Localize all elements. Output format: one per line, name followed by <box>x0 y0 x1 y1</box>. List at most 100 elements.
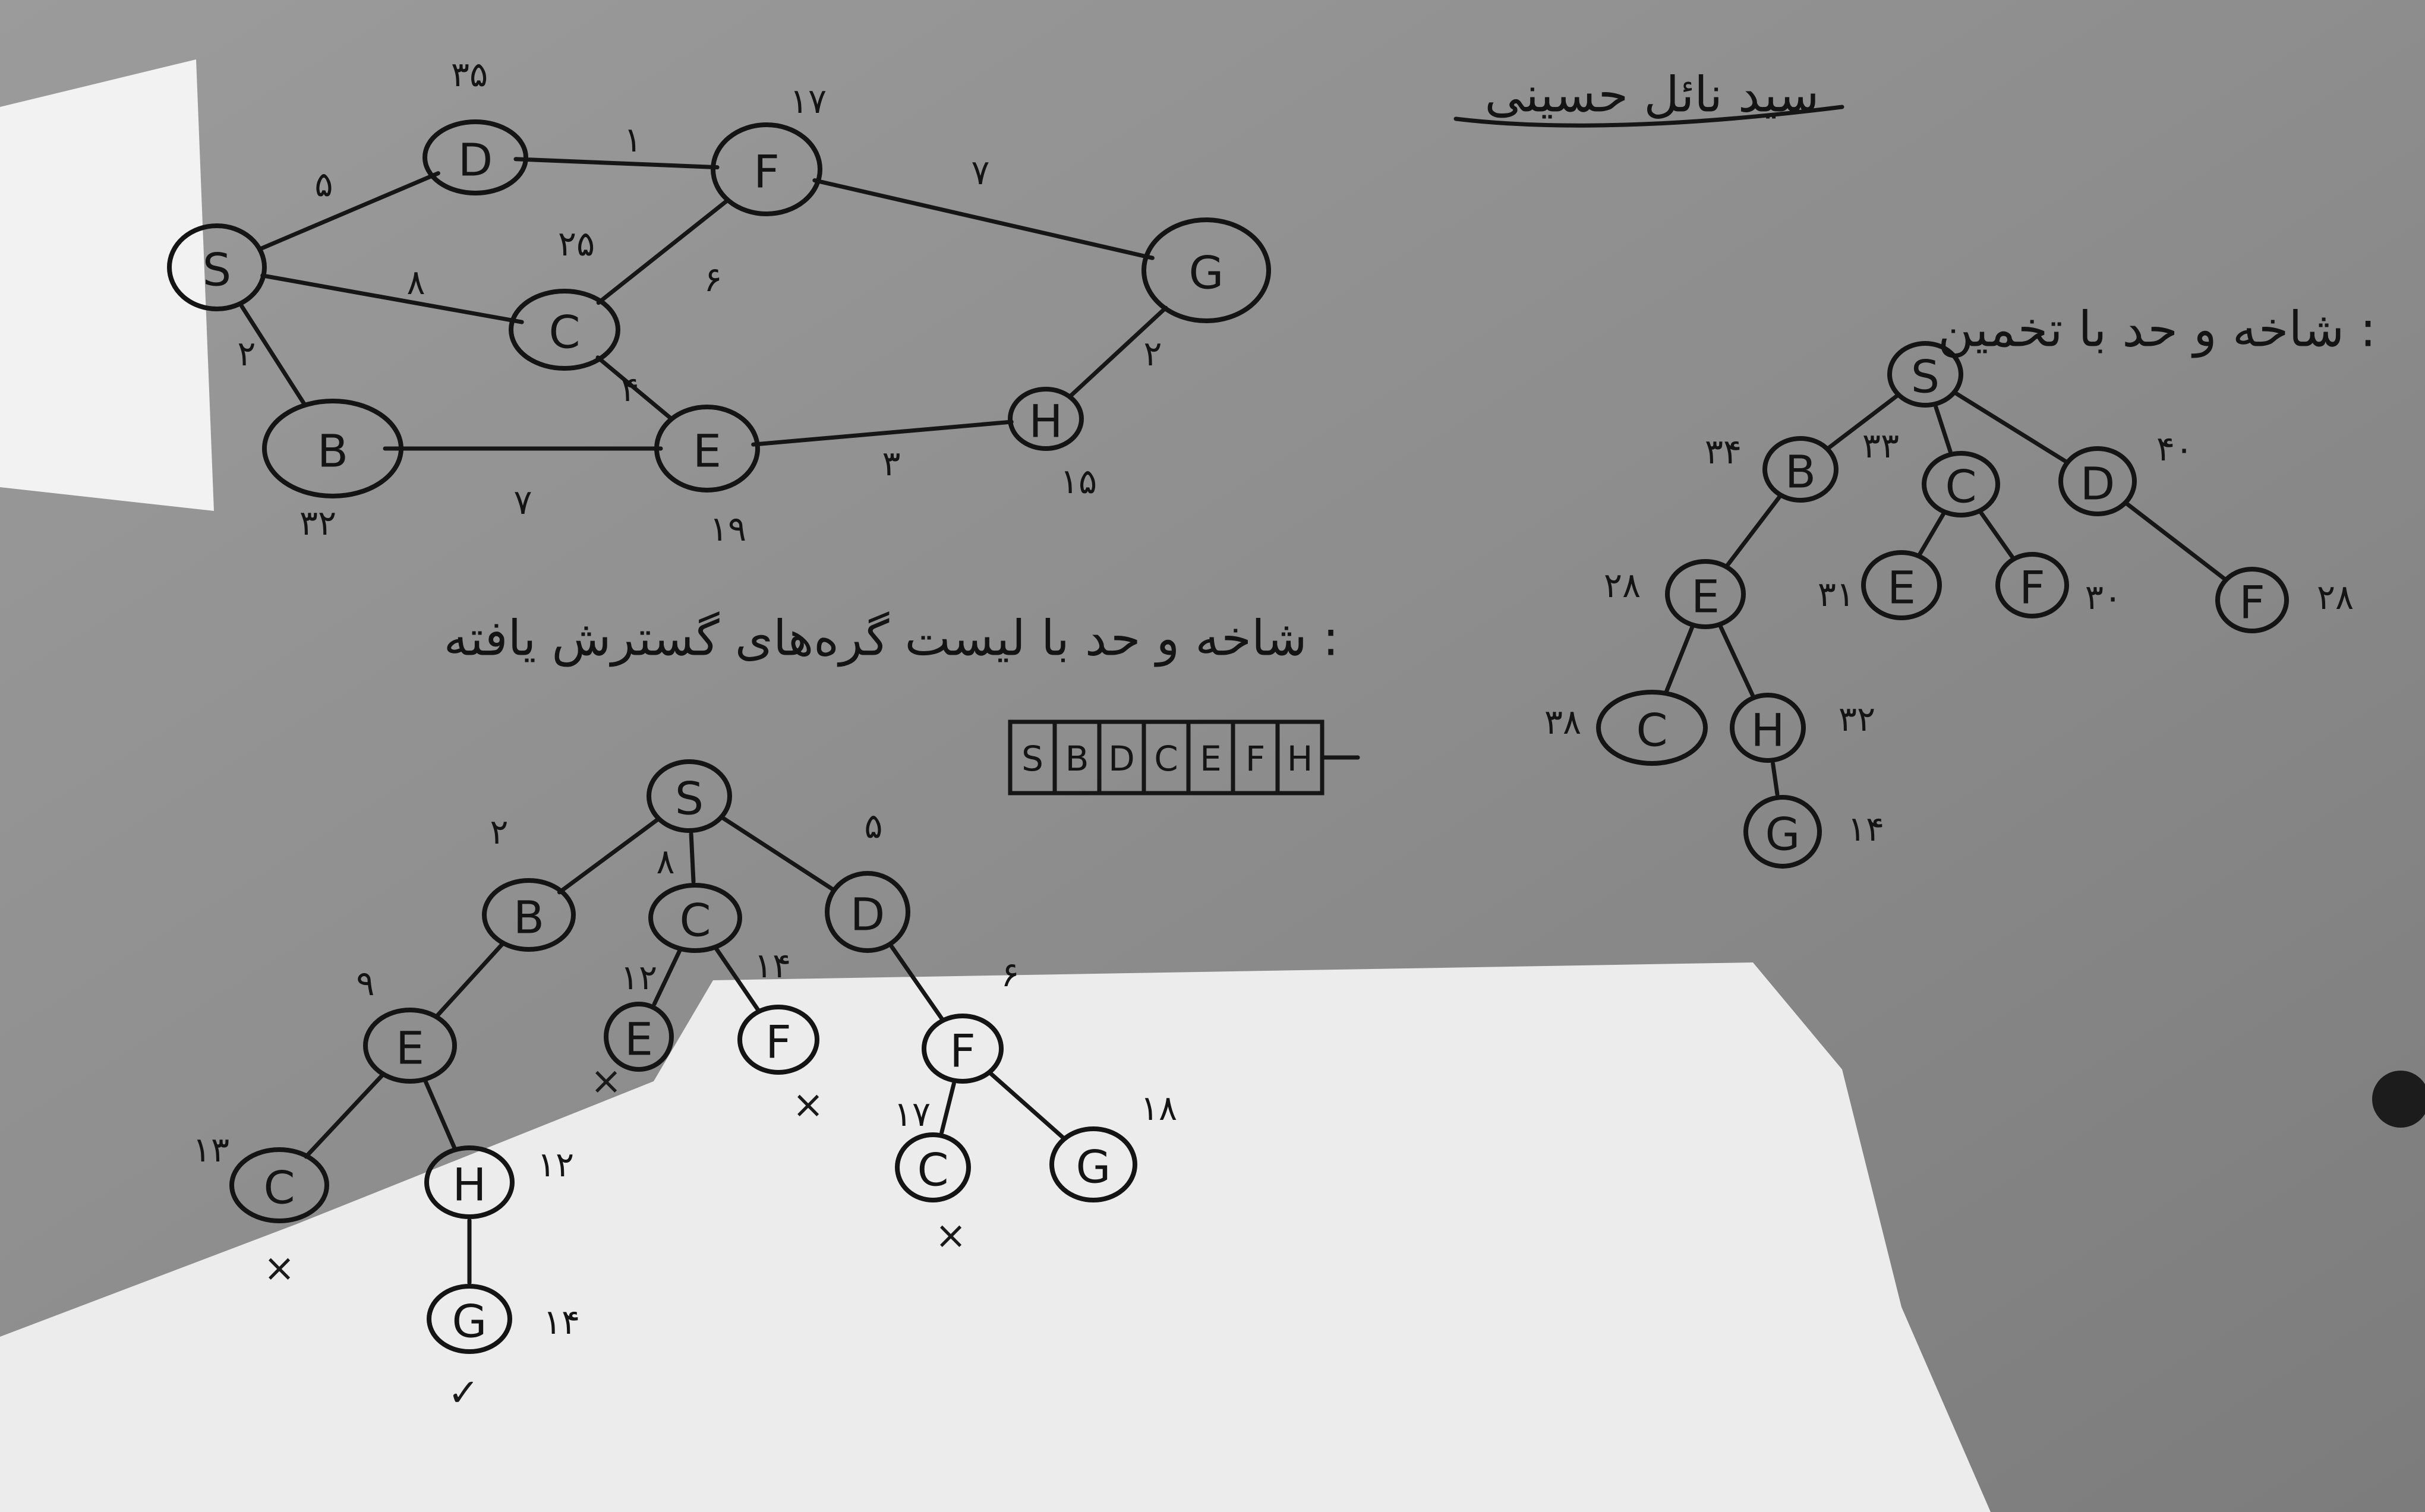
greedy-tree-heading: شاخه و حد با تخمین : <box>1938 302 2376 358</box>
greedy-node-S-circle <box>1887 341 1963 408</box>
graph-node-D-label: D <box>458 134 493 187</box>
graph-edge-weight-D-F: ۱ <box>623 119 642 160</box>
graph-node-heuristic-D: ۳۵ <box>451 54 488 94</box>
graph-node-G-label: G <box>1189 247 1224 299</box>
graph-edge-weight-F-C: ۶ <box>704 259 722 299</box>
greedy-node-value-D: ۴۰ <box>2156 428 2193 469</box>
bb-node-S-label: S <box>675 772 704 825</box>
graph-node-heuristic-H: ۱۵ <box>1060 461 1097 501</box>
graph-node-S-circle <box>167 223 267 311</box>
bb-edge-B-E <box>434 940 506 1019</box>
bb-node-F-circle <box>922 1014 1004 1084</box>
light-patch-bottom <box>0 962 1991 1512</box>
bb-edge-F-C4 <box>939 1081 956 1135</box>
greedy-search-tree: S B ۳۴ C ۳۳ D ۴۰ E ۲۸ E ۳۱ F ۳۰ F ۲۸ C ۳۸ H ۳۲ G ۱۴ <box>1544 341 2354 869</box>
bb-node-value-B: ۲ <box>490 812 508 852</box>
bb-node-E2-circle <box>604 1002 674 1072</box>
greedy-node-F2-circle <box>2215 567 2289 633</box>
bb-node-mark-F2: × <box>792 1083 824 1127</box>
graph-node-C-circle <box>509 289 620 371</box>
bb-node-value-G2: ۱۸ <box>1140 1088 1177 1128</box>
bb-node-H-label: H <box>452 1159 486 1211</box>
greedy-edge-B-E1 <box>1725 494 1782 567</box>
graph-node-S-label: S <box>203 244 231 296</box>
graph-node-B-circle <box>262 399 403 498</box>
bb-node-value-G: ۱۴ <box>543 1302 580 1342</box>
greedy-node-G-circle <box>1743 795 1822 869</box>
graph-node-H-circle <box>1008 387 1084 451</box>
light-patch-top-left <box>0 59 214 511</box>
greedy-node-D-circle <box>2058 446 2137 516</box>
graph-node-heuristic-B: ۳۲ <box>299 503 336 543</box>
graph-edge-S-B <box>239 304 307 407</box>
bb-node-E-circle <box>363 1008 457 1084</box>
graph-node-B-label: B <box>317 425 348 478</box>
graph-node-F-circle <box>711 122 822 216</box>
graph-edge-weight-H-G: ۲ <box>1143 333 1162 374</box>
greedy-node-value-E2: ۳۱ <box>1818 574 1855 614</box>
bb-node-S-circle <box>647 759 732 833</box>
graph-edge-weight-S-B: ۲ <box>237 333 256 374</box>
graph-node-G-circle <box>1141 217 1271 323</box>
greedy-node-C2-circle <box>1596 690 1708 766</box>
bb-node-E-label: E <box>396 1022 424 1075</box>
greedy-node-value-E1: ۲۸ <box>1604 565 1641 605</box>
greedy-edge-C-E2 <box>1918 512 1946 556</box>
graph-edge-weight-S-C: ۸ <box>406 262 425 302</box>
bb-edge-E-C3 <box>304 1072 386 1159</box>
bb-node-mark-C4: × <box>935 1214 967 1258</box>
greedy-node-value-F2: ۲۸ <box>2317 577 2354 617</box>
greedy-node-E2-circle <box>1861 550 1942 620</box>
graph-edge-H-G <box>1069 305 1168 398</box>
bb-edge-C-E2 <box>652 948 682 1006</box>
graph-edge-D-F <box>513 157 720 170</box>
greedy-node-value-G: ۱۴ <box>1847 809 1884 849</box>
greedy-node-C-circle <box>1922 451 2000 517</box>
bb-node-D-label: D <box>850 888 885 941</box>
expanded-list-item-F: F <box>1245 738 1265 779</box>
greedy-node-B-label: B <box>1785 446 1816 498</box>
bb-edge-S-D <box>719 815 834 891</box>
author-name-underline <box>1453 105 1844 128</box>
greedy-node-C2-label: C <box>1636 704 1667 757</box>
greedy-node-value-B: ۳۴ <box>1705 431 1742 472</box>
greedy-node-value-H: ۳۲ <box>1839 699 1875 739</box>
greedy-node-H-label: H <box>1751 704 1784 757</box>
graph-edge-weight-C-E: ۴ <box>620 369 639 409</box>
greedy-edge-S-C <box>1934 405 1953 454</box>
greedy-node-F1-label: F <box>2019 561 2045 614</box>
bb-node-C4-circle <box>895 1132 971 1202</box>
bb-node-G2-label: G <box>1076 1141 1111 1194</box>
bb-tree-heading: شاخه و حد با لیست گره‌های گسترش یافته : <box>444 611 1339 667</box>
bb-node-mark-E2: × <box>590 1059 622 1103</box>
graph-edge-S-C <box>260 273 524 324</box>
bb-node-value-E2: ۱۲ <box>620 957 657 998</box>
bb-node-B-circle <box>482 878 576 952</box>
greedy-node-F2-label: F <box>2239 576 2265 629</box>
greedy-edge-C-F1 <box>1978 510 2015 560</box>
greedy-edge-H-G <box>1771 761 1780 797</box>
greedy-node-F1-circle <box>1995 552 2069 618</box>
bb-node-B-label: B <box>513 891 544 944</box>
graph-node-F-label: F <box>753 146 780 198</box>
greedy-edge-E1-H <box>1718 624 1755 697</box>
graph-node-C-label: C <box>548 306 580 359</box>
graph-node-heuristic-C: ۲۵ <box>558 223 595 264</box>
bb-node-G-label: G <box>452 1295 487 1348</box>
bb-node-F2-label: F <box>765 1016 791 1069</box>
greedy-node-value-F1: ۳۰ <box>2085 577 2122 617</box>
bb-node-value-H: ۱۲ <box>537 1144 574 1185</box>
expanded-list-item-H: H <box>1287 738 1313 779</box>
greedy-node-value-C2: ۳۸ <box>1544 702 1581 742</box>
expanded-list-item-S: S <box>1021 738 1043 779</box>
bb-node-value-D: ۵ <box>864 806 882 846</box>
bb-node-F2-circle <box>737 1005 819 1075</box>
greedy-edge-E1-C2 <box>1664 626 1694 694</box>
graph-edge-F-C <box>596 198 730 305</box>
bb-edge-E-H <box>423 1079 456 1150</box>
expanded-list-item-C: C <box>1154 738 1178 779</box>
